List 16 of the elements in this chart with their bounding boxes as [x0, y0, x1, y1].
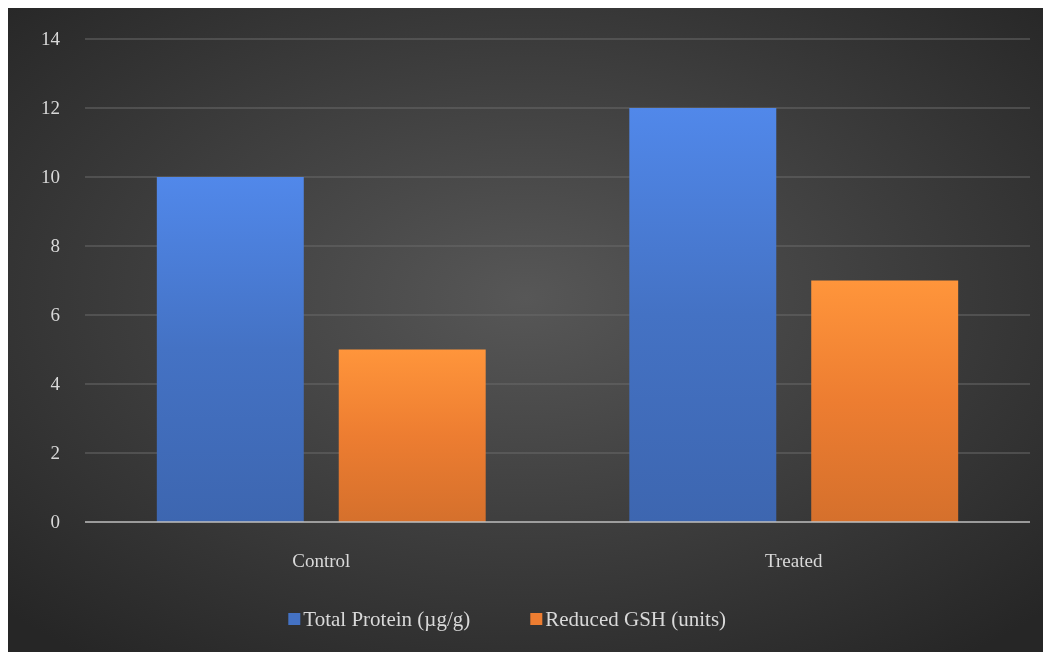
bar — [811, 280, 959, 522]
y-tick-label: 10 — [41, 166, 60, 187]
legend-label: Reduced GSH (units) — [545, 607, 727, 631]
bar — [338, 349, 486, 522]
y-tick-label: 4 — [50, 373, 61, 394]
y-tick-label: 2 — [50, 442, 60, 463]
x-tick-label: Treated — [765, 550, 823, 571]
y-tick-label: 14 — [41, 28, 61, 49]
y-tick-label: 8 — [50, 235, 60, 256]
bar — [629, 108, 777, 522]
y-tick-label: 12 — [41, 97, 60, 118]
y-tick-label: 0 — [50, 511, 60, 532]
legend-label: Total Protein (µg/g) — [303, 607, 471, 631]
bar — [156, 177, 304, 522]
y-tick-label: 6 — [50, 304, 60, 325]
x-tick-label: Control — [292, 550, 351, 571]
